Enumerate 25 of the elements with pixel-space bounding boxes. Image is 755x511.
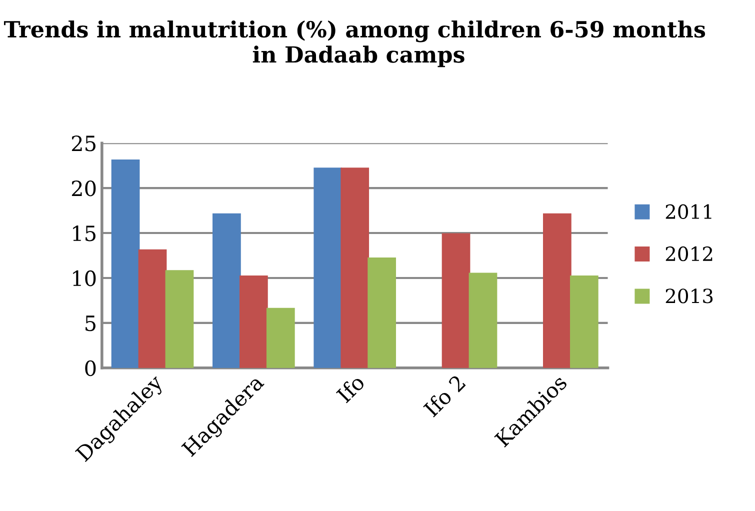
- bar: [368, 258, 396, 368]
- y-tick-label: 5: [86, 316, 96, 332]
- x-tick-label: Ifo 2: [422, 374, 466, 418]
- bar: [468, 272, 498, 368]
- bar: [543, 213, 572, 368]
- y-tick-label: 15: [73, 225, 96, 242]
- legend-label: 2013: [666, 288, 713, 304]
- legend-label: 2012: [666, 246, 712, 262]
- bar: [314, 168, 342, 368]
- x-tick-label: Ifo: [336, 374, 366, 404]
- bar: [165, 270, 194, 368]
- bar: [442, 233, 470, 368]
- y-tick-label: 20: [72, 180, 96, 196]
- bar: [340, 168, 370, 368]
- bar: [239, 275, 268, 368]
- bar: [138, 249, 167, 368]
- bar: [212, 213, 241, 368]
- chart-title: Trends in malnutrition (%) among children 6-59 months in Dadaab camps: [4, 20, 706, 68]
- legend-label: 2011: [666, 204, 712, 219]
- bar: [111, 159, 140, 368]
- y-tick-label: 25: [72, 136, 96, 152]
- bar: [266, 308, 295, 368]
- y-tick-label: 10: [73, 270, 96, 286]
- bar: [570, 275, 598, 368]
- y-tick-label: 0: [85, 360, 96, 376]
